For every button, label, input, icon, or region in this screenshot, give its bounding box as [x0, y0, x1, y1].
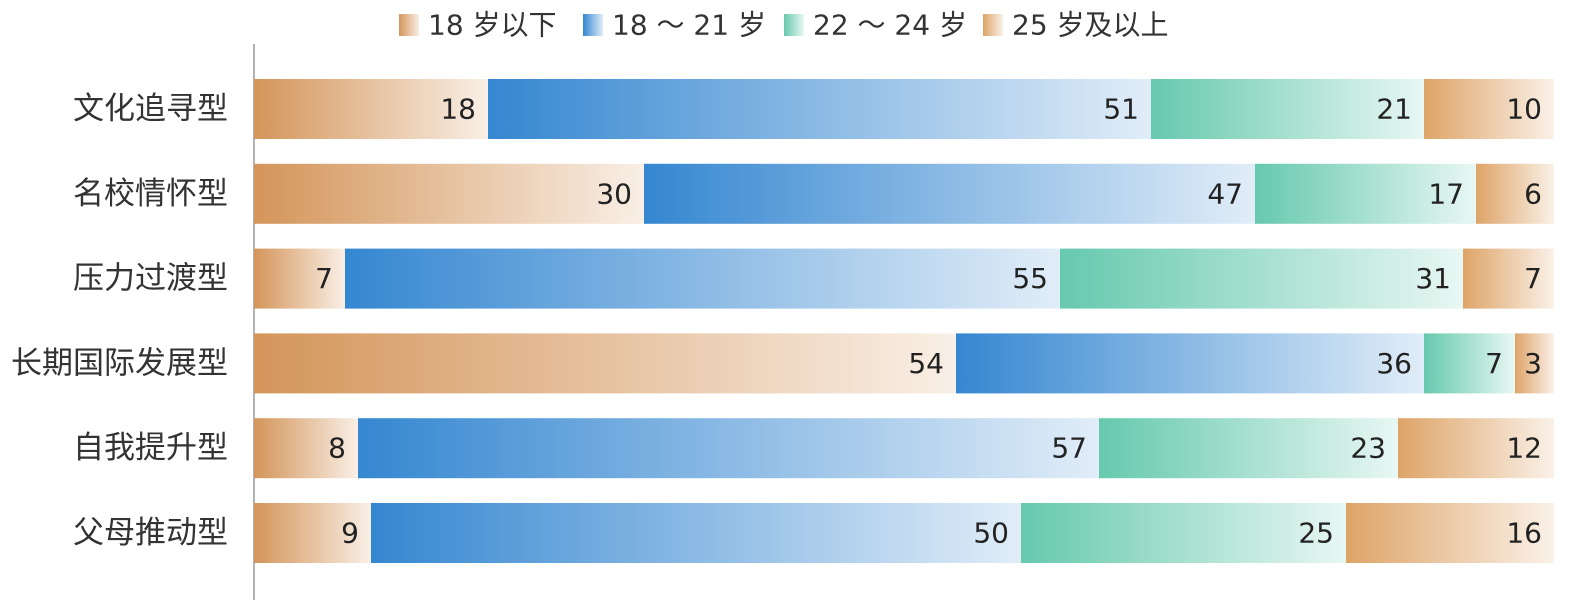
bar-segment-4-4 [1515, 333, 1554, 394]
bar-segment-3-1 [254, 248, 345, 309]
bar-segment-2-2 [644, 163, 1255, 224]
bar-segment-6-1 [254, 503, 371, 563]
category-label-2: 名校情怀型 [73, 176, 228, 212]
legend-label-1: 18 岁以下 [428, 9, 557, 42]
value-label-6-2: 50 [973, 517, 1009, 550]
bar-segment-4-1 [254, 333, 956, 394]
value-label-2-3: 17 [1428, 177, 1464, 210]
bar-segment-1-4 [1424, 79, 1554, 139]
value-label-4-2: 36 [1376, 347, 1412, 380]
bar-segment-2-1 [254, 163, 644, 224]
bar-segment-5-2 [358, 418, 1099, 479]
legend-swatch-1 [399, 14, 419, 36]
value-label-5-1: 8 [328, 432, 346, 465]
bar-segment-1-1 [254, 79, 488, 139]
value-label-4-1: 54 [908, 347, 944, 380]
bar-segment-2-4 [1476, 163, 1554, 224]
value-label-1-1: 18 [440, 93, 476, 126]
bar-segment-5-1 [254, 418, 358, 479]
category-label-1: 文化追寻型 [73, 91, 228, 127]
value-label-6-3: 25 [1298, 517, 1334, 550]
value-label-4-3: 7 [1485, 347, 1503, 380]
value-label-5-4: 12 [1506, 432, 1542, 465]
bar-segment-6-4 [1346, 503, 1554, 563]
value-label-1-3: 21 [1376, 93, 1412, 126]
value-label-5-2: 57 [1051, 432, 1087, 465]
bar-segment-5-3 [1099, 418, 1398, 479]
legend-swatch-4 [983, 14, 1003, 36]
value-label-3-4: 7 [1524, 262, 1542, 295]
value-label-3-3: 31 [1415, 262, 1451, 295]
value-label-6-1: 9 [341, 517, 359, 550]
category-label-5: 自我提升型 [73, 430, 228, 466]
value-label-2-2: 47 [1207, 177, 1243, 210]
category-label-4: 长期国际发展型 [11, 345, 228, 381]
value-label-1-2: 51 [1103, 93, 1139, 126]
bar-segment-2-3 [1255, 163, 1476, 224]
legend-label-4: 25 岁及以上 [1012, 9, 1169, 42]
value-label-2-4: 6 [1524, 177, 1542, 210]
value-label-5-3: 23 [1350, 432, 1386, 465]
category-label-6: 父母推动型 [73, 515, 228, 551]
value-label-3-2: 55 [1012, 262, 1048, 295]
bar-segment-6-3 [1021, 503, 1346, 563]
bar-segment-4-2 [956, 333, 1424, 394]
bar-segment-3-4 [1463, 248, 1554, 309]
legend-swatch-2 [583, 14, 603, 36]
value-label-3-1: 7 [315, 262, 333, 295]
value-label-4-4: 3 [1524, 347, 1542, 380]
legend: 18 岁以下 18 ～ 21 岁 22 ～ 24 岁 25 岁及以上 [399, 9, 1169, 42]
legend-swatch-3 [784, 14, 804, 36]
bar-segment-5-4 [1398, 418, 1554, 479]
bar-segment-4-3 [1424, 333, 1515, 394]
value-label-1-4: 10 [1506, 93, 1542, 126]
category-label-3: 压力过渡型 [73, 261, 228, 297]
legend-label-3: 22 ～ 24 岁 [813, 9, 967, 42]
bar-segment-1-2 [488, 79, 1151, 139]
bar-segment-3-3 [1060, 248, 1463, 309]
bar-segment-3-2 [345, 248, 1060, 309]
legend-label-2: 18 ～ 21 岁 [612, 9, 766, 42]
bar-segment-1-3 [1151, 79, 1424, 139]
value-label-6-4: 16 [1506, 517, 1542, 550]
value-label-2-1: 30 [596, 177, 632, 210]
bar-segment-6-2 [371, 503, 1021, 563]
